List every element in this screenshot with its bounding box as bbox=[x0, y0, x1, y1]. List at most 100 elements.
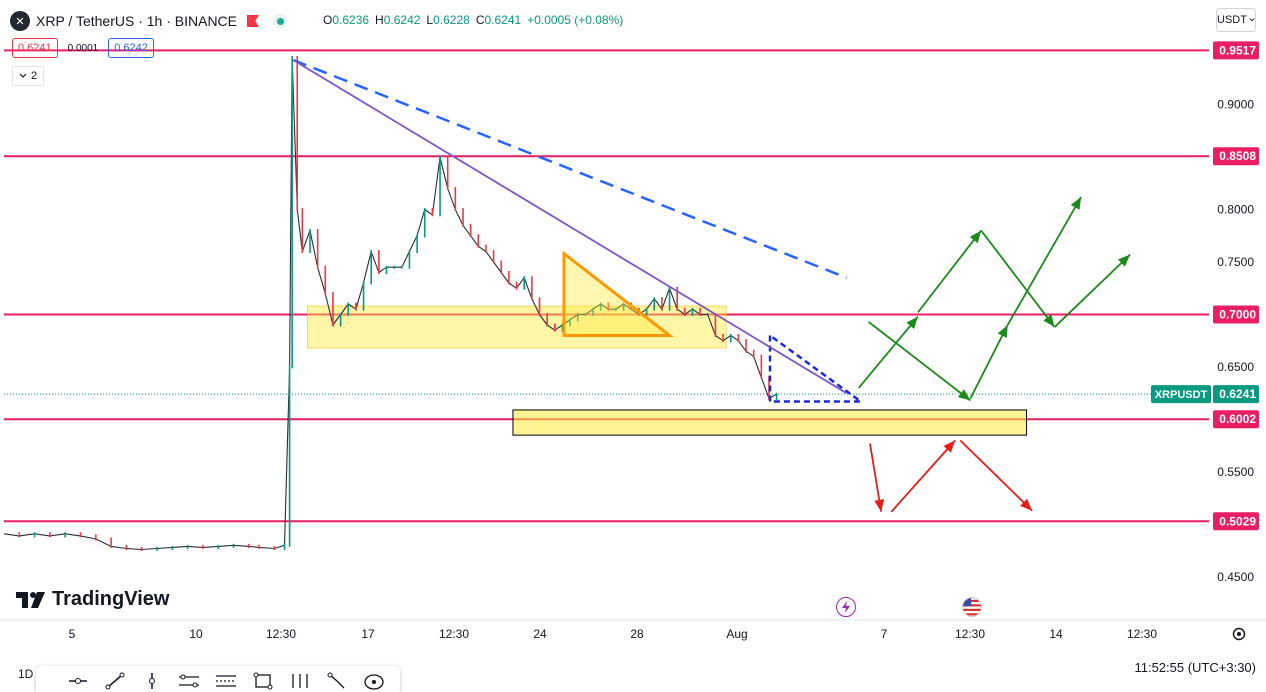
green-arrow bbox=[917, 229, 982, 313]
chart-header: ✕ XRP / TetherUS · 1h · BINANCE bbox=[10, 8, 287, 34]
parallel-channel-tool-icon[interactable] bbox=[177, 671, 201, 691]
currency-select[interactable]: USDT bbox=[1216, 8, 1256, 32]
x-tick-label: 28 bbox=[630, 627, 644, 641]
red-arrow-head bbox=[943, 440, 956, 453]
green-arrow-head bbox=[969, 230, 982, 244]
blue-triangle-pattern bbox=[768, 332, 865, 403]
level-label-background bbox=[1213, 512, 1259, 531]
green-arrow-head bbox=[1070, 196, 1082, 210]
chevron-down-icon bbox=[1249, 18, 1255, 22]
x-tick-label: 12:30 bbox=[1127, 627, 1157, 641]
green-arrow-head bbox=[997, 324, 1008, 338]
level-label: 0.6002 bbox=[1219, 412, 1256, 426]
clock-timezone[interactable]: 11:52:55 (UTC+3:30) bbox=[1134, 660, 1256, 675]
x-tick-label: Aug bbox=[726, 627, 747, 641]
x-tick-label: 10 bbox=[189, 627, 203, 641]
green-arrow-head bbox=[1043, 314, 1055, 328]
level-label: 0.8508 bbox=[1219, 149, 1256, 163]
red-arrow bbox=[890, 439, 956, 513]
green-arrow bbox=[1006, 196, 1082, 326]
x-tick-label: 14 bbox=[1049, 627, 1063, 641]
buy-button[interactable]: 0.6242 bbox=[108, 38, 154, 58]
gear-icon-center bbox=[1237, 632, 1241, 636]
green-arrow-shaft bbox=[867, 321, 971, 402]
spread-value: 0.0001 bbox=[67, 42, 99, 54]
last-price-label-background bbox=[1213, 385, 1259, 404]
trend-line-tool-icon[interactable] bbox=[103, 671, 127, 691]
green-arrow-head bbox=[906, 316, 918, 329]
green-arrow-shaft bbox=[980, 229, 1056, 328]
red-arrow bbox=[869, 443, 885, 512]
vertical-line-tool-icon[interactable] bbox=[140, 671, 164, 691]
ellipse-tool-icon[interactable] bbox=[362, 671, 386, 691]
symbol-label: XRPUSDT bbox=[1155, 389, 1208, 401]
ohlc-values: O0.6236 H0.6242 L0.6228 C0.6241 +0.0005 … bbox=[323, 13, 624, 27]
price-series-line bbox=[3, 56, 777, 551]
red-arrow bbox=[959, 439, 1033, 512]
xrp-logo-icon: ✕ bbox=[10, 11, 30, 31]
green-arrow-shaft bbox=[1053, 254, 1131, 328]
fib-retracement-tool-icon[interactable] bbox=[214, 671, 238, 691]
level-label-background bbox=[1213, 305, 1259, 324]
chevron-down-icon bbox=[19, 73, 27, 78]
green-arrow bbox=[980, 229, 1056, 328]
arrow-marker-tool-icon[interactable] bbox=[325, 671, 349, 691]
green-arrow-shaft bbox=[858, 315, 919, 389]
x-tick-label: 12:30 bbox=[955, 627, 985, 641]
event-lightning-icon[interactable] bbox=[836, 597, 856, 617]
x-tick-label: 12:30 bbox=[266, 627, 296, 641]
tradingview-logo-icon bbox=[16, 591, 45, 608]
change-value: +0.0005 (+0.08%) bbox=[527, 13, 624, 27]
red-arrow-head bbox=[1020, 498, 1033, 511]
pitchfork-tool-icon[interactable] bbox=[288, 671, 312, 691]
indicators-toggle[interactable]: 2 bbox=[12, 66, 44, 86]
green-arrow-shaft bbox=[917, 229, 982, 313]
last-price-label: 0.6241 bbox=[1219, 387, 1256, 401]
axis-settings-icon[interactable] bbox=[1232, 627, 1246, 641]
y-tick-label: 0.4500 bbox=[1217, 570, 1254, 584]
level-label-background bbox=[1213, 147, 1259, 166]
green-arrow bbox=[858, 315, 919, 389]
y-tick-label: 0.6500 bbox=[1217, 360, 1254, 374]
level-label: 0.5029 bbox=[1219, 514, 1256, 528]
symbol-label-background bbox=[1151, 385, 1211, 404]
green-arrow-shaft bbox=[969, 324, 1009, 399]
level-label: 0.7000 bbox=[1219, 307, 1256, 321]
level-label-background bbox=[1213, 41, 1259, 60]
red-arrow-head bbox=[874, 499, 885, 512]
tradingview-watermark: TradingView bbox=[16, 588, 169, 611]
y-tick-label: 0.7500 bbox=[1217, 255, 1254, 269]
level-label: 0.9517 bbox=[1219, 43, 1256, 57]
symbol-title[interactable]: XRP / TetherUS · 1h · BINANCE bbox=[36, 13, 237, 29]
x-tick-label: 7 bbox=[881, 627, 888, 641]
x-tick-label: 5 bbox=[69, 627, 76, 641]
market-open-icon bbox=[273, 14, 287, 28]
y-tick-label: 0.9000 bbox=[1217, 98, 1254, 112]
descending-trendline bbox=[292, 59, 847, 394]
rectangle-tool-icon[interactable] bbox=[251, 671, 275, 691]
green-arrow bbox=[969, 324, 1009, 399]
green-arrow-shaft bbox=[1006, 196, 1082, 326]
range-1d[interactable]: 1D bbox=[18, 667, 34, 681]
y-tick-label: 0.5500 bbox=[1217, 465, 1254, 479]
x-tick-label: 17 bbox=[361, 627, 375, 641]
support-zone bbox=[512, 409, 1028, 436]
us-flag-event-icon[interactable] bbox=[962, 597, 982, 617]
orange-triangle-pattern bbox=[562, 250, 674, 337]
green-arrow-head bbox=[957, 389, 971, 401]
green-arrow-head bbox=[1117, 254, 1131, 267]
x-tick-label: 24 bbox=[533, 627, 547, 641]
level-label-background bbox=[1213, 410, 1259, 429]
sell-button[interactable]: 0.6241 bbox=[12, 38, 58, 58]
green-arrow bbox=[867, 321, 971, 402]
gear-icon bbox=[1232, 627, 1246, 641]
horizontal-line-tool-icon[interactable] bbox=[66, 671, 90, 691]
flag-icon[interactable] bbox=[247, 15, 259, 27]
dashed-trendline bbox=[292, 58, 847, 279]
y-tick-label: 0.8000 bbox=[1217, 203, 1254, 217]
drawing-toolbar bbox=[36, 666, 400, 692]
red-arrow-shaft bbox=[890, 439, 956, 513]
